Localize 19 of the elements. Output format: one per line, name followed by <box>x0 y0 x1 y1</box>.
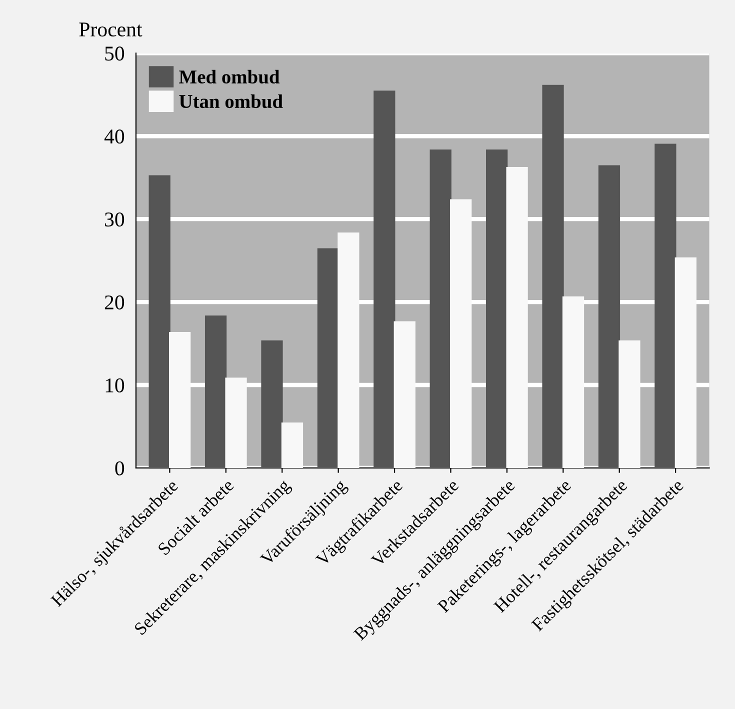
bar <box>542 84 564 468</box>
y-tick-label: 10 <box>106 378 124 392</box>
legend-label: Med ombud <box>179 70 280 84</box>
y-tick-label: 30 <box>105 212 124 227</box>
bar <box>430 150 452 468</box>
bar <box>317 248 340 468</box>
bar <box>204 315 227 468</box>
y-tick-label: 0 <box>115 461 124 476</box>
bar <box>598 165 620 468</box>
y-axis-title: Procent <box>79 22 142 36</box>
bar <box>486 150 508 468</box>
y-tick-label: 40 <box>104 130 124 144</box>
bar <box>654 144 676 468</box>
bar <box>148 175 170 468</box>
bar <box>374 90 396 468</box>
y-tick-label: 20 <box>104 295 124 310</box>
bar <box>261 340 283 468</box>
legend-label: Utan ombud <box>179 94 283 108</box>
y-tick-label: 50 <box>105 46 124 61</box>
